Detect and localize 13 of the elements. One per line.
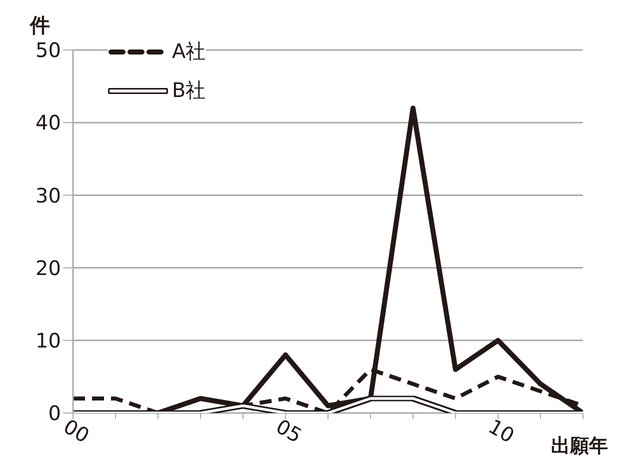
y-axis-title: 件 <box>30 12 50 39</box>
y-tick-label: 40 <box>36 110 61 135</box>
y-tick-label: 50 <box>36 38 61 62</box>
y-tick-label: 30 <box>36 183 61 208</box>
x-axis-title: 出願年 <box>551 433 608 459</box>
x-tick-label: 05 <box>272 414 306 448</box>
text: B社 <box>172 77 206 104</box>
y-tick-label: 10 <box>36 328 61 352</box>
legend-label: A社 <box>172 38 206 65</box>
y-tick-label: 0 <box>48 401 61 426</box>
x-tick-label: 00 <box>59 414 94 448</box>
x-tick-label: 10 <box>484 414 519 448</box>
y-tick-label: 20 <box>36 256 61 280</box>
